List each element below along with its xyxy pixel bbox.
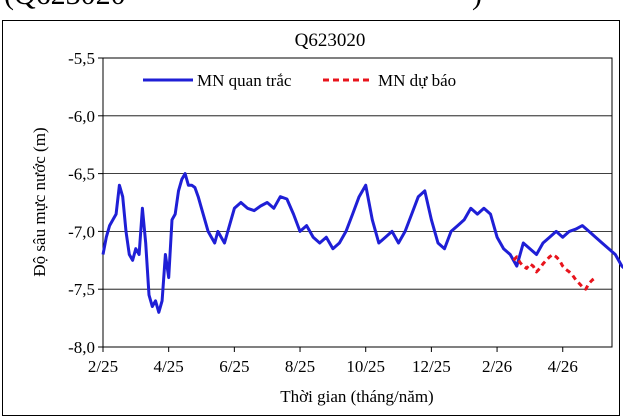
- y-tick-label: -6,5: [68, 165, 95, 184]
- x-tick-label: 10/25: [346, 357, 385, 376]
- y-axis-label: Độ sâu mực nước (m): [30, 127, 49, 276]
- plot-area-border: [102, 57, 613, 348]
- x-tick-label: 8/25: [285, 357, 315, 376]
- y-tick-label: -8,0: [68, 338, 95, 357]
- y-tick-label: -5,5: [68, 49, 95, 68]
- cropped-heading: (Q623020: [4, 0, 126, 12]
- x-tick-label: 2/25: [88, 357, 118, 376]
- x-tick-label: 4/25: [154, 357, 184, 376]
- chart-frame: [2, 20, 620, 416]
- x-tick-label: 2/26: [482, 357, 512, 376]
- cropped-heading-end: ): [472, 0, 482, 12]
- x-tick-label: 12/25: [412, 357, 451, 376]
- y-axis-ticks: -5,5 -6,0 -6,5 -7,0 -7,5 -8,0: [68, 49, 103, 357]
- y-tick-label: -7,0: [68, 222, 95, 241]
- x-tick-label: 4/26: [548, 357, 578, 376]
- x-tick-label: 6/25: [219, 357, 249, 376]
- legend: MN quan trắc MN dự báo: [143, 71, 456, 90]
- chart-title: Q623020: [295, 30, 366, 51]
- grid: [103, 115, 612, 290]
- series-line-observed: [101, 172, 623, 314]
- y-tick-label: -7,5: [68, 280, 95, 299]
- legend-label-forecast: MN dự báo: [378, 71, 456, 90]
- x-axis-label: Thời gian (tháng/năm): [280, 387, 433, 406]
- series-line-forecast: [512, 253, 597, 291]
- legend-label-observed: MN quan trắc: [197, 71, 292, 90]
- x-axis-ticks: 2/25 4/25 6/25 8/25 10/25 12/25 2/26 4/26: [88, 347, 578, 376]
- y-tick-label: -6,0: [68, 107, 95, 126]
- series-lines: [101, 172, 623, 314]
